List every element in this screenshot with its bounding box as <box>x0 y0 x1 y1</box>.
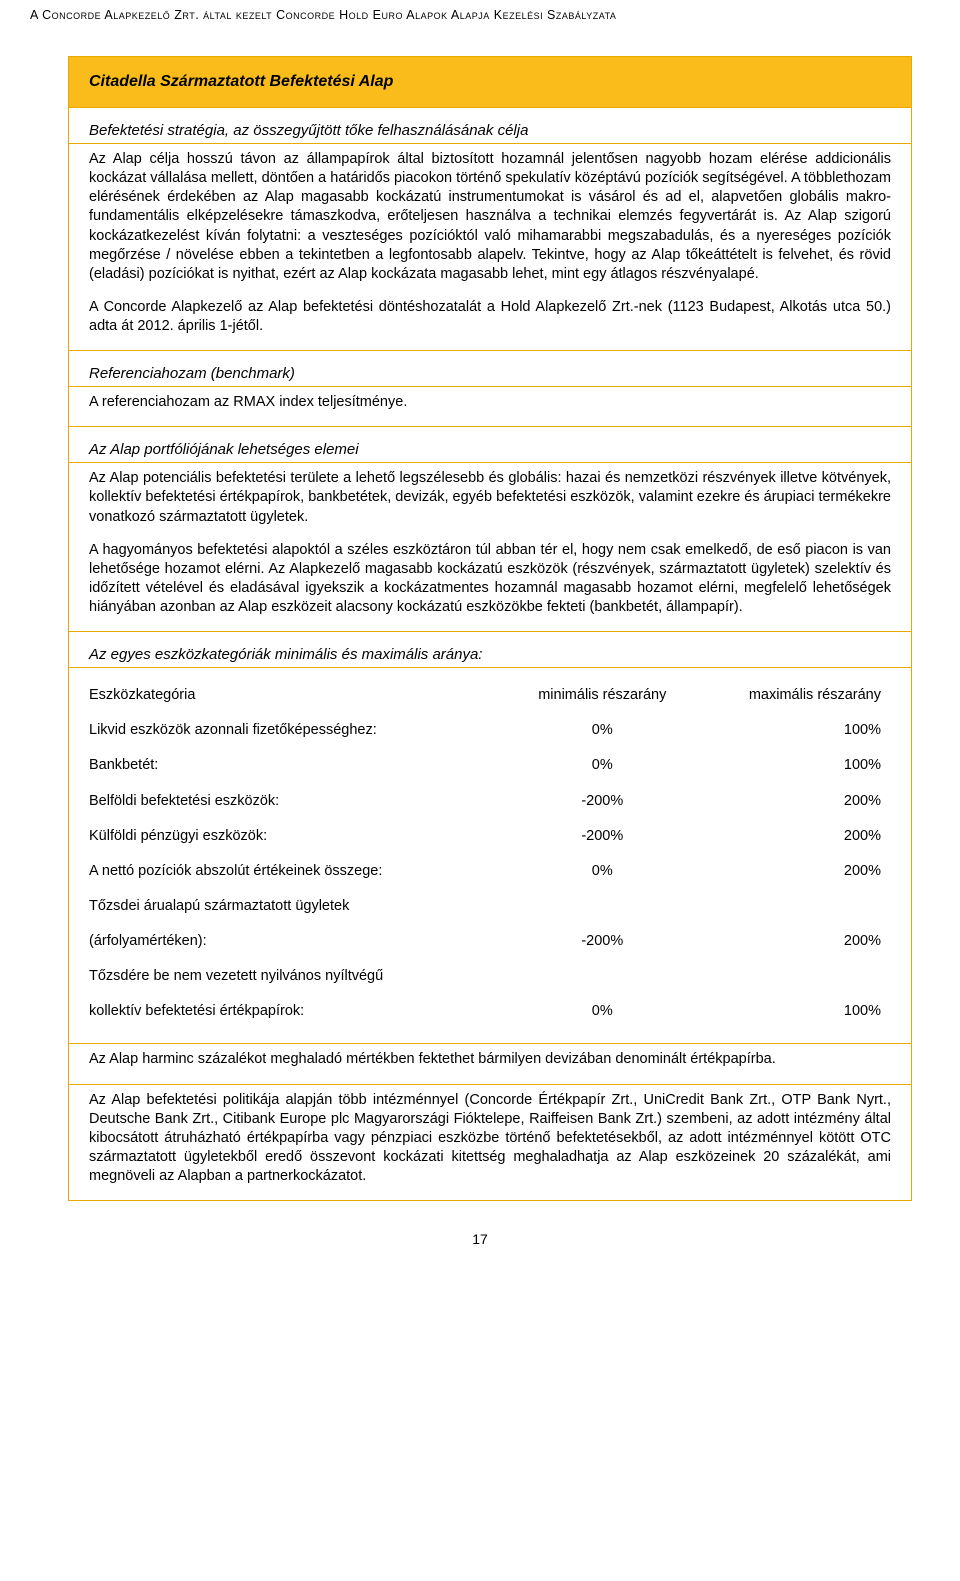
table-row: Belföldi befektetési eszközök: -200% 200… <box>89 784 891 819</box>
strategy-paragraph-1: Az Alap célja hosszú távon az állampapír… <box>89 150 891 284</box>
table-row: Likvid eszközök azonnali fizetőképességh… <box>89 713 891 748</box>
counterparty-body: Az Alap befektetési politikája alapján t… <box>69 1085 911 1201</box>
asset-table-block: Eszközkategória minimális részarány maxi… <box>69 668 911 1043</box>
asset-weights-table: Eszközkategória minimális részarány maxi… <box>89 678 891 1029</box>
table-row: A nettó pozíciók abszolút értékeinek öss… <box>89 854 891 889</box>
cell-category: (árfolyamértéken): <box>89 924 506 959</box>
table-row: (árfolyamértéken): -200% 200% <box>89 924 891 959</box>
cell-max: 200% <box>699 819 891 854</box>
fund-title-band: Citadella Származtatott Befektetési Alap <box>69 57 911 107</box>
col-header-max: maximális részarány <box>699 678 891 713</box>
benchmark-text: A referenciahozam az RMAX index teljesít… <box>89 393 891 412</box>
weights-heading: Az egyes eszközkategóriák minimális és m… <box>69 632 911 667</box>
cell-max <box>699 889 891 924</box>
cell-category: A nettó pozíciók abszolút értékeinek öss… <box>89 854 506 889</box>
cell-min: 0% <box>506 748 698 783</box>
cell-min: 0% <box>506 994 698 1029</box>
table-header-row: Eszközkategória minimális részarány maxi… <box>89 678 891 713</box>
portfolio-body: Az Alap potenciális befektetési területe… <box>69 463 911 631</box>
cell-min: 0% <box>506 854 698 889</box>
cell-min <box>506 889 698 924</box>
table-row: Tőzsdei árualapú származtatott ügyletek <box>89 889 891 924</box>
cell-min: -200% <box>506 784 698 819</box>
cell-max: 100% <box>699 994 891 1029</box>
table-row: kollektív befektetési értékpapírok: 0% 1… <box>89 994 891 1029</box>
cell-max: 100% <box>699 713 891 748</box>
document-header: A Concorde Alapkezelő Zrt. által kezelt … <box>0 0 960 26</box>
strategy-heading: Befektetési stratégia, az összegyűjtött … <box>69 108 911 143</box>
cell-min: -200% <box>506 924 698 959</box>
table-row: Tőzsdére be nem vezetett nyilvános nyílt… <box>89 959 891 994</box>
col-header-category: Eszközkategória <box>89 678 506 713</box>
cell-category: Tőzsdei árualapú származtatott ügyletek <box>89 889 506 924</box>
counterparty-note: Az Alap befektetési politikája alapján t… <box>89 1091 891 1187</box>
cell-max: 200% <box>699 854 891 889</box>
cell-min: 0% <box>506 713 698 748</box>
benchmark-heading: Referenciahozam (benchmark) <box>69 351 911 386</box>
cell-category: Tőzsdére be nem vezetett nyilvános nyílt… <box>89 959 506 994</box>
cell-max: 200% <box>699 924 891 959</box>
cell-category: kollektív befektetési értékpapírok: <box>89 994 506 1029</box>
col-header-min: minimális részarány <box>506 678 698 713</box>
fund-title: Citadella Származtatott Befektetési Alap <box>89 73 393 90</box>
cell-max <box>699 959 891 994</box>
benchmark-body: A referenciahozam az RMAX index teljesít… <box>69 387 911 426</box>
page: A Concorde Alapkezelő Zrt. által kezelt … <box>0 0 960 1267</box>
cell-min <box>506 959 698 994</box>
cell-category: Külföldi pénzügyi eszközök: <box>89 819 506 854</box>
strategy-paragraph-2: A Concorde Alapkezelő az Alap befektetés… <box>89 298 891 336</box>
portfolio-paragraph-2: A hagyományos befektetési alapoktól a sz… <box>89 541 891 618</box>
currency-note: Az Alap harminc százalékot meghaladó mér… <box>89 1050 891 1069</box>
cell-category: Belföldi befektetési eszközök: <box>89 784 506 819</box>
cell-category: Likvid eszközök azonnali fizetőképességh… <box>89 713 506 748</box>
cell-max: 100% <box>699 748 891 783</box>
cell-max: 200% <box>699 784 891 819</box>
content-frame: Citadella Származtatott Befektetési Alap… <box>68 56 912 1201</box>
table-row: Külföldi pénzügyi eszközök: -200% 200% <box>89 819 891 854</box>
strategy-body: Az Alap célja hosszú távon az állampapír… <box>69 144 911 350</box>
cell-category: Bankbetét: <box>89 748 506 783</box>
footer-body: Az Alap harminc százalékot meghaladó mér… <box>69 1044 911 1083</box>
cell-min: -200% <box>506 819 698 854</box>
portfolio-paragraph-1: Az Alap potenciális befektetési területe… <box>89 469 891 526</box>
table-row: Bankbetét: 0% 100% <box>89 748 891 783</box>
page-number: 17 <box>0 1201 960 1267</box>
portfolio-heading: Az Alap portfóliójának lehetséges elemei <box>69 427 911 462</box>
